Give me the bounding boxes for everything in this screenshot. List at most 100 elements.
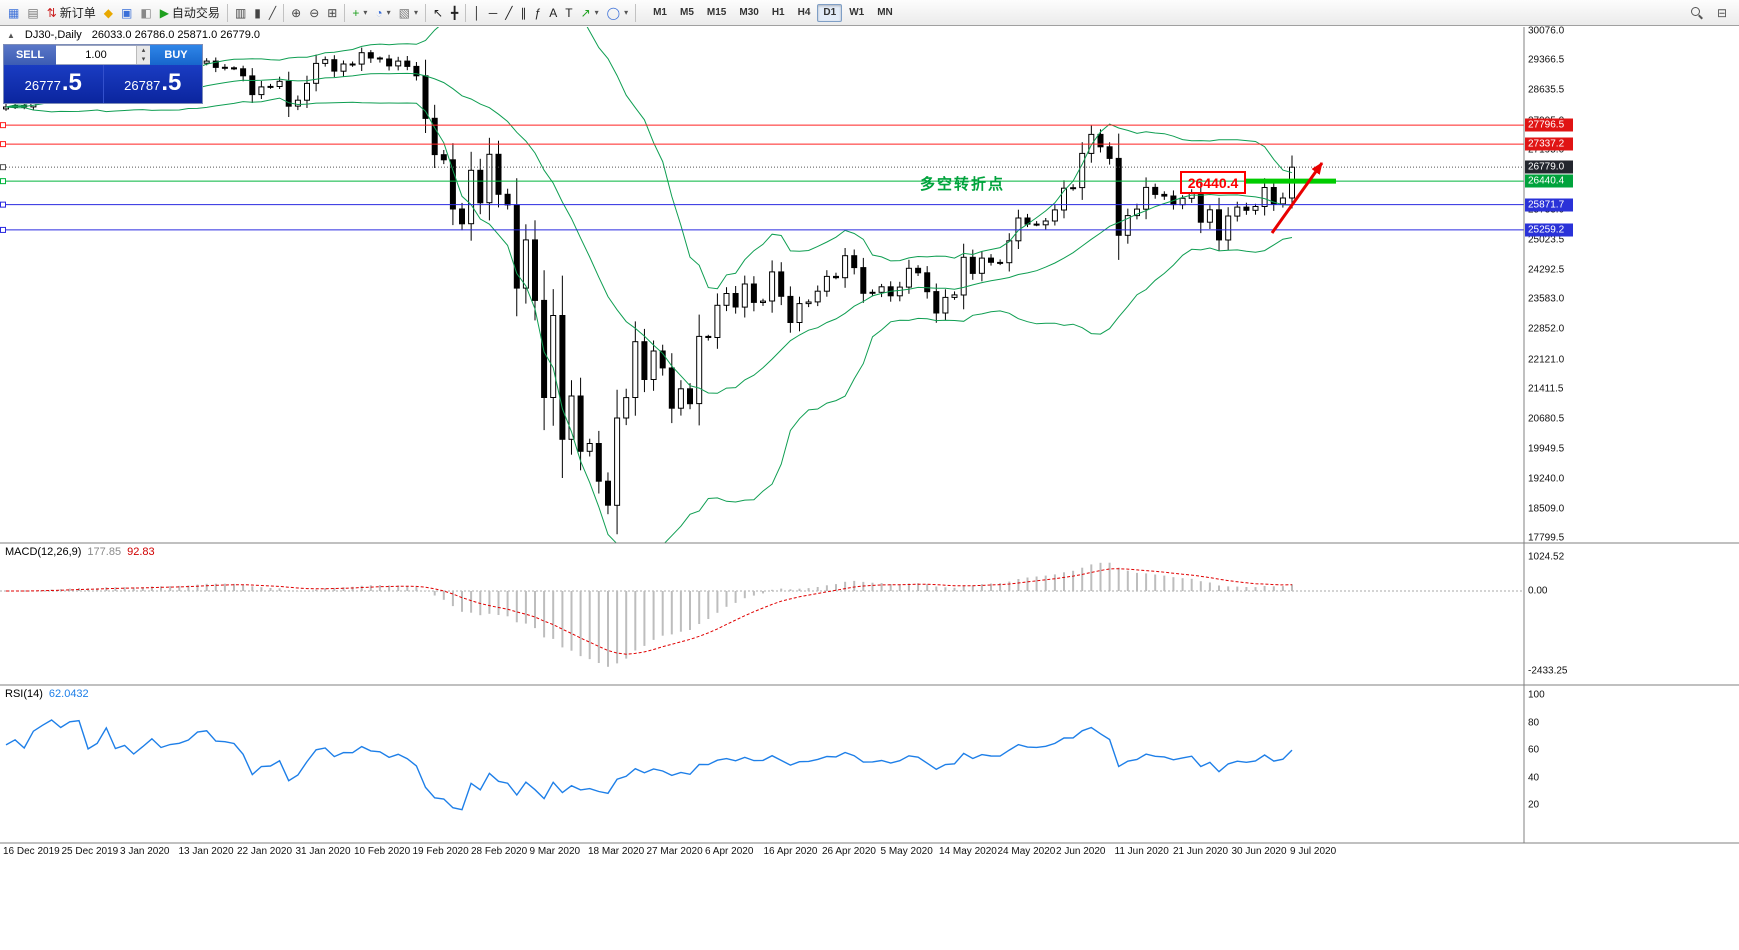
macd-indicator-label: MACD(12,26,9) 177.85 92.83	[5, 546, 161, 558]
chevron-down-icon[interactable]: ▾	[413, 8, 418, 17]
turning-point-annotation[interactable]: 多空转折点	[920, 176, 1006, 193]
volume-value[interactable]: 1.00	[85, 49, 107, 61]
chart-canvas[interactable]	[0, 27, 1739, 950]
toolbar-separator	[635, 3, 637, 22]
buy-price-frac: .5	[161, 69, 182, 96]
time-axis-label: 3 Jan 2020	[120, 846, 170, 857]
sell-price-button[interactable]: 26777 .5	[4, 65, 104, 103]
timeframe-m1[interactable]: M1	[653, 6, 667, 18]
time-axis-label: 30 Jun 2020	[1231, 846, 1287, 857]
time-axis-label: 9 Mar 2020	[529, 846, 581, 857]
price-axis-tick: 18509.0	[1528, 503, 1565, 515]
line-chart-button[interactable]: ╱	[265, 2, 280, 24]
timeframe-m30[interactable]: M30	[739, 6, 759, 18]
volume-down-icon[interactable]: ▾	[137, 55, 150, 64]
rsi-axis-tick: 60	[1528, 744, 1540, 756]
chevron-down-icon[interactable]: ▾	[594, 8, 599, 17]
volume-stepper[interactable]: ▴ ▾	[136, 46, 150, 64]
equidistant-channel-button[interactable]: ∥	[517, 2, 531, 24]
price-axis-tick: 25023.5	[1528, 234, 1565, 246]
zoom-in-button[interactable]: ⊕	[287, 2, 305, 24]
macd-axis-tick: -2433.25	[1528, 665, 1568, 677]
terminal-button[interactable]: ▣	[117, 2, 136, 24]
line-anchor[interactable]	[0, 201, 6, 208]
crosshair-button[interactable]: ╋	[447, 2, 462, 24]
timeframe-h1[interactable]: H1	[771, 6, 785, 18]
timeframe-m5[interactable]: M5	[680, 6, 694, 18]
trendline-icon: ╱	[505, 5, 513, 20]
timeframe-h4[interactable]: H4	[797, 6, 811, 18]
time-axis-label: 11 Jun 2020	[1114, 846, 1169, 857]
price-callout-box[interactable]: 26440.4	[1180, 171, 1246, 194]
volume-input[interactable]: 1.00 ▴ ▾	[56, 45, 150, 65]
line-anchor[interactable]	[0, 226, 6, 233]
time-axis-label: 9 Jul 2020	[1290, 846, 1337, 857]
price-line-label: 26440.4	[1525, 174, 1573, 188]
price-axis-tick: 19949.5	[1528, 443, 1565, 455]
chevron-down-icon[interactable]: ▾	[363, 8, 368, 17]
macd-axis-tick: 0.00	[1528, 585, 1548, 597]
cursor-button[interactable]: ↖	[429, 2, 447, 24]
price-axis-tick: 24292.5	[1528, 264, 1565, 276]
periods-button[interactable]: ◔ ▾	[371, 2, 394, 24]
annotations-layer	[1246, 162, 1336, 234]
fibonacci-button[interactable]: ƒ	[531, 2, 546, 24]
new-order-button[interactable]: ⇅ 新订单	[43, 2, 100, 24]
volume-up-icon[interactable]: ▴	[137, 46, 150, 55]
line-anchor[interactable]	[0, 164, 6, 171]
price-axis-tick: 28635.5	[1528, 84, 1565, 96]
timeframe-w1[interactable]: W1	[849, 6, 865, 18]
collapse-trade-panel-icon[interactable]: ▲	[7, 30, 15, 40]
toolbar-separator	[283, 3, 285, 22]
arrows-icon: ↗	[580, 5, 591, 20]
price-line-label: 25259.2	[1525, 223, 1573, 237]
timeframe-d1[interactable]: D1	[817, 3, 843, 22]
chevron-down-icon[interactable]: ▾	[624, 8, 629, 17]
line-anchor[interactable]	[0, 122, 6, 129]
price-axis-tick: 19240.0	[1528, 473, 1565, 484]
cycles-button[interactable]: ◯ ▾	[603, 2, 632, 24]
text-label-button[interactable]: T	[561, 2, 576, 24]
templates-icon: ▧	[398, 5, 410, 20]
trendline-button[interactable]: ╱	[501, 2, 516, 24]
line-anchor[interactable]	[0, 178, 6, 185]
tile-windows-button[interactable]: ⊞	[323, 2, 341, 24]
timeframe-mn[interactable]: MN	[877, 6, 893, 18]
vertical-line-button[interactable]: │	[469, 2, 485, 24]
price-line-label: 27796.5	[1525, 118, 1573, 132]
sell-button[interactable]: SELL	[4, 45, 56, 65]
time-axis-label: 21 Jun 2020	[1173, 846, 1229, 857]
autotrading-button[interactable]: ▶ 自动交易	[156, 2, 224, 24]
toolbar-right: ⊟	[1686, 2, 1735, 24]
text-button[interactable]: A	[545, 2, 561, 24]
chevron-down-icon[interactable]: ▾	[386, 8, 391, 17]
line-anchor[interactable]	[0, 141, 6, 148]
chart-area: ▲ DJ30-,Daily 26033.0 26786.0 25871.0 26…	[0, 26, 1739, 950]
quick-nav-button[interactable]: ⊟	[1713, 2, 1731, 24]
zoom-out-button[interactable]: ⊖	[305, 2, 323, 24]
timeframe-m15[interactable]: M15	[706, 6, 727, 18]
indicators-button[interactable]: + ▾	[348, 2, 371, 24]
time-axis-label: 24 May 2020	[997, 846, 1056, 857]
rsi-layer	[5, 719, 1293, 811]
metaquotes-button[interactable]: ◆	[100, 2, 117, 24]
candlestick-chart-button[interactable]: ▮	[250, 2, 265, 24]
search-icon	[1690, 6, 1703, 19]
up-arrow-annotation[interactable]	[1270, 162, 1324, 234]
buy-price-button[interactable]: 26787 .5	[103, 65, 202, 103]
macd-axis-tick: 1024.52	[1528, 551, 1565, 563]
templates-button[interactable]: ▧ ▾	[395, 2, 422, 24]
time-axis-label: 16 Apr 2020	[763, 846, 818, 857]
arrows-button[interactable]: ↗ ▾	[577, 2, 603, 24]
profiles-button[interactable]: ▤	[23, 2, 42, 24]
text-label-icon: T	[565, 5, 573, 20]
horizontal-line-button[interactable]: ─	[485, 2, 502, 24]
new-chart-button[interactable]: ▦	[4, 2, 23, 24]
toolbar: ▦ ▤ ⇅ 新订单 ◆ ▣ ◧ ▶ 自动交易 ▥ ▮ ╱ ⊕ ⊖ ⊞ + ▾ ◔ ▾ ▧ ▾ ↖ ╋ │ ─ ╱ ∥ ƒ A T ↗ ▾ ◯ ▾ M…	[0, 0, 1739, 26]
quick-nav-icon: ⊟	[1716, 5, 1727, 20]
metaeditor-button[interactable]: ◧	[136, 2, 155, 24]
rsi-axis-tick: 20	[1528, 799, 1540, 811]
bar-chart-button[interactable]: ▥	[231, 2, 250, 24]
buy-button[interactable]: BUY	[150, 45, 202, 65]
search-button[interactable]	[1686, 2, 1707, 24]
